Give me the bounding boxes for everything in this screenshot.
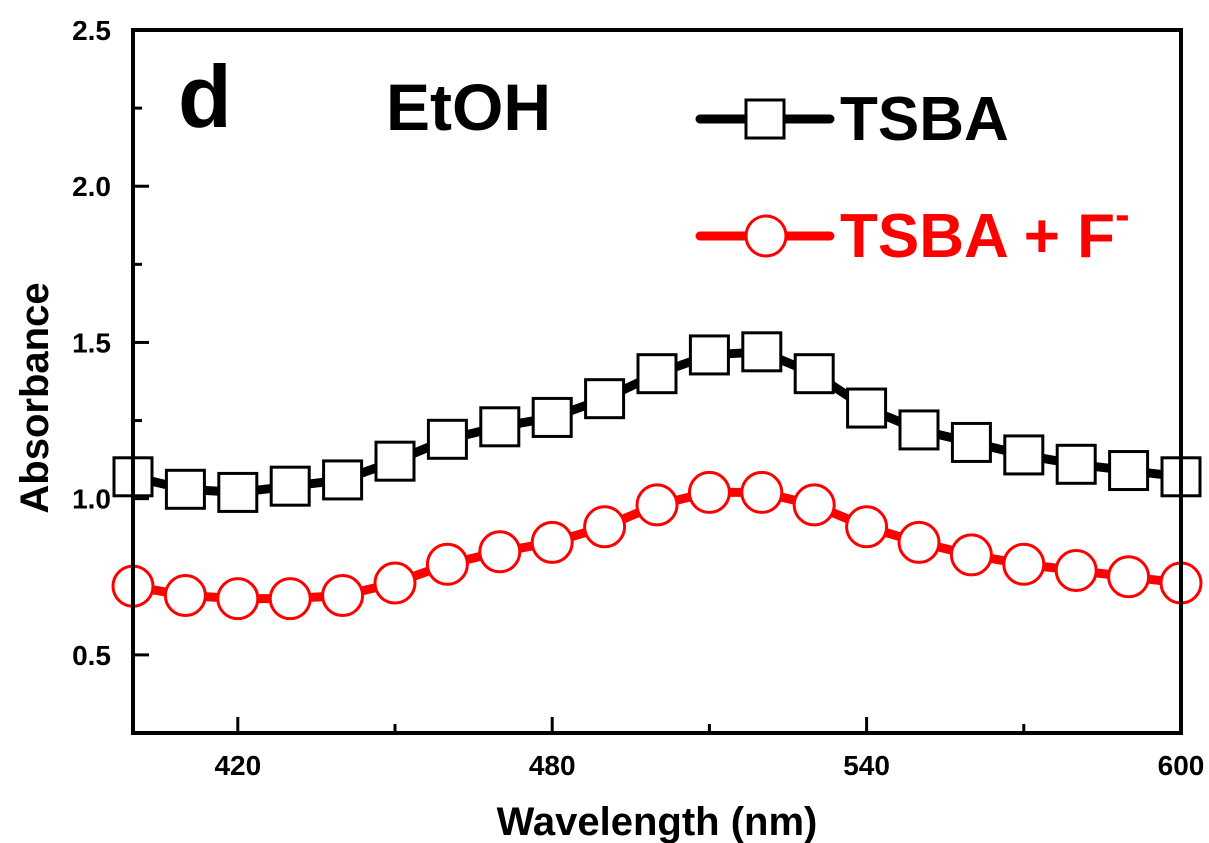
data-point-square [793,353,835,395]
data-point-square [164,468,206,510]
data-point-circle [1054,549,1098,593]
y-axis-title: Absorbance [13,282,57,513]
data-point-circle [897,520,941,564]
data-point-circle [635,483,679,527]
data-point-circle [163,574,207,618]
y-tick-label: 0.5 [72,640,111,671]
x-axis-title: Wavelength (nm) [497,800,818,843]
data-point-square [584,378,626,420]
data-point-square [636,353,678,395]
data-point-square [1055,443,1097,485]
legend-entry-tsba: TSBA [695,85,1009,154]
legend-label-tsba: TSBA [840,85,1009,154]
series-tsba [112,331,1202,513]
x-tick-label: 600 [1158,750,1205,781]
data-point-circle [949,533,993,577]
tick-labels: 420 480 540 600 0.5 1.0 1.5 2.0 2.5 [72,15,1204,781]
legend-label-tsba-f: TSBA + F- [840,190,1130,271]
data-point-square [426,418,468,460]
y-tick-label: 2.5 [72,15,111,46]
data-point-circle [425,542,469,586]
data-point-circle [216,577,260,621]
data-point-circle [373,561,417,605]
data-point-circle [792,483,836,527]
data-point-circle [530,520,574,564]
data-point-square [1003,434,1045,476]
series-tsba-f [111,470,1203,621]
panel-label: d [178,47,232,146]
legend-label-tsba-f-main: TSBA + F [840,202,1115,271]
data-point-square [950,421,992,463]
data-point-circle [268,577,312,621]
solvent-annotation: EtOH [386,70,551,144]
legend-label-tsba-f-superscript: - [1115,190,1130,239]
data-point-square [217,471,259,513]
data-point-circle [845,505,889,549]
y-tick-label: 1.5 [72,327,111,358]
legend-entry-tsba-f: TSBA + F- [695,190,1130,271]
data-point-circle [1002,542,1046,586]
data-point-circle [583,505,627,549]
x-tick-label: 540 [843,750,890,781]
data-point-circle [740,470,784,514]
x-tick-label: 480 [529,750,576,781]
y-tick-label: 2.0 [72,171,111,202]
legend-marker-square [744,98,786,140]
data-point-square [688,334,730,376]
data-point-square [846,387,888,429]
x-tick-label: 420 [214,750,261,781]
series-layer [111,331,1203,621]
data-point-square [374,440,416,482]
legend: TSBA TSBA + F- [695,85,1130,271]
data-point-square [531,396,573,438]
data-point-square [479,406,521,448]
y-tick-label: 1.0 [72,484,111,515]
plot-frame [131,28,1183,735]
data-point-circle [687,470,731,514]
legend-marker-circle [744,214,788,258]
data-point-square [1108,450,1150,492]
data-point-square [898,409,940,451]
data-point-circle [1107,555,1151,599]
data-point-square [741,331,783,373]
data-point-circle [478,530,522,574]
data-point-square [269,465,311,507]
data-point-circle [321,574,365,618]
data-point-square [322,459,364,501]
